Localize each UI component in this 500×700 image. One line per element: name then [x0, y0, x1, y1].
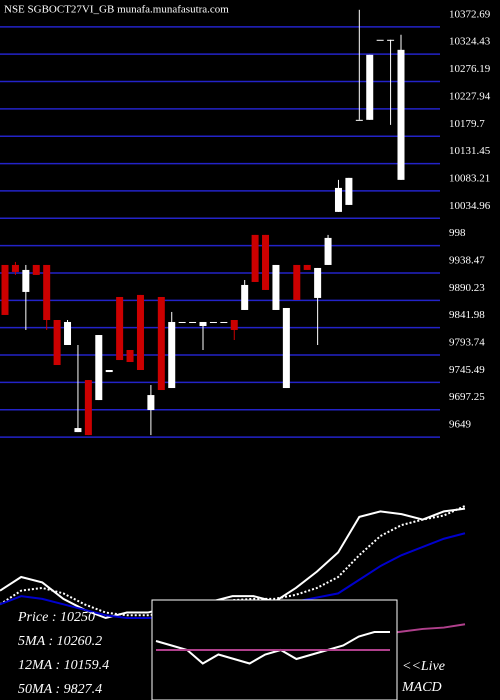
legend-entry: 12MA : 10159.4 — [18, 658, 109, 673]
macd-title: MACD — [401, 680, 442, 695]
candle-body — [241, 284, 249, 310]
candle-body — [230, 320, 238, 330]
candle-body — [209, 321, 217, 323]
candle-body — [314, 267, 322, 298]
candle-body — [251, 234, 259, 282]
candle-body — [366, 54, 374, 120]
price-panel: 9649 9697.25 9745.49 9793.74 9841.98 9890.23 9… — [0, 8, 491, 438]
candle-body — [32, 264, 40, 275]
candle-body — [43, 264, 51, 321]
candle-body — [116, 296, 124, 361]
candle-body — [272, 264, 280, 310]
y-tick-label: 10276.19 — [449, 63, 491, 75]
candle-body — [157, 296, 165, 391]
y-tick-label: 9841.98 — [449, 309, 485, 321]
candle-body — [282, 307, 290, 389]
candle-body — [74, 428, 82, 433]
y-tick-label: 9793.74 — [449, 337, 485, 349]
legend: Price : 10250 5MA : 10260.2 12MA : 10159.4… — [17, 610, 109, 697]
y-tick-label: 9890.23 — [449, 282, 485, 294]
candle-body — [22, 269, 30, 292]
candle-body — [136, 294, 144, 371]
series-line — [155, 631, 390, 665]
live-label: <<Live — [402, 659, 445, 674]
y-tick-label: 10131.45 — [449, 145, 491, 157]
candle-body — [147, 395, 155, 411]
candle-body — [178, 321, 186, 323]
y-tick-label: 998 — [449, 227, 466, 239]
legend-entry: 5MA : 10260.2 — [18, 634, 102, 649]
candle-body — [95, 335, 103, 401]
y-tick-label: 9938.47 — [449, 255, 485, 267]
candle-body — [293, 264, 301, 300]
legend-entry: Price : 10250 — [17, 610, 95, 625]
y-tick-label: 9649 — [449, 419, 472, 431]
y-tick-label: 9745.49 — [449, 364, 485, 376]
candle-body — [126, 349, 134, 363]
candle-body — [53, 320, 61, 366]
candle-body — [324, 237, 332, 265]
series-line — [0, 505, 466, 617]
y-tick-label: 10324.43 — [449, 36, 491, 48]
y-tick-label: 10372.69 — [449, 8, 491, 20]
y-tick-label: 10227.94 — [449, 90, 491, 102]
candle-body — [262, 234, 270, 290]
chart-title: NSE SGBOCT27VI_GB munafa.munafasutra.com — [4, 4, 229, 16]
candle-body — [397, 49, 405, 180]
y-tick-label: 9697.25 — [449, 391, 485, 403]
y-tick-label: 10083.21 — [449, 172, 490, 184]
candle-body — [355, 119, 363, 121]
candle-body — [334, 187, 342, 212]
candle-body — [84, 380, 92, 436]
candle-body — [168, 321, 176, 389]
candle-body — [105, 370, 113, 373]
y-tick-label: 10179.7 — [449, 118, 485, 130]
candle-body — [220, 321, 228, 323]
macd-panel — [155, 631, 390, 665]
candle-body — [303, 264, 311, 270]
candle-body — [1, 264, 9, 315]
candle-body — [189, 321, 197, 323]
candle-body — [64, 321, 72, 346]
y-tick-label: 10034.96 — [449, 200, 491, 212]
candle-body — [376, 39, 384, 41]
legend-entry: 50MA : 9827.4 — [18, 682, 102, 697]
candle-body — [345, 177, 353, 205]
series-line — [0, 507, 466, 620]
candle-body — [199, 321, 207, 327]
candle-body — [11, 264, 19, 272]
candle-body — [387, 39, 395, 41]
